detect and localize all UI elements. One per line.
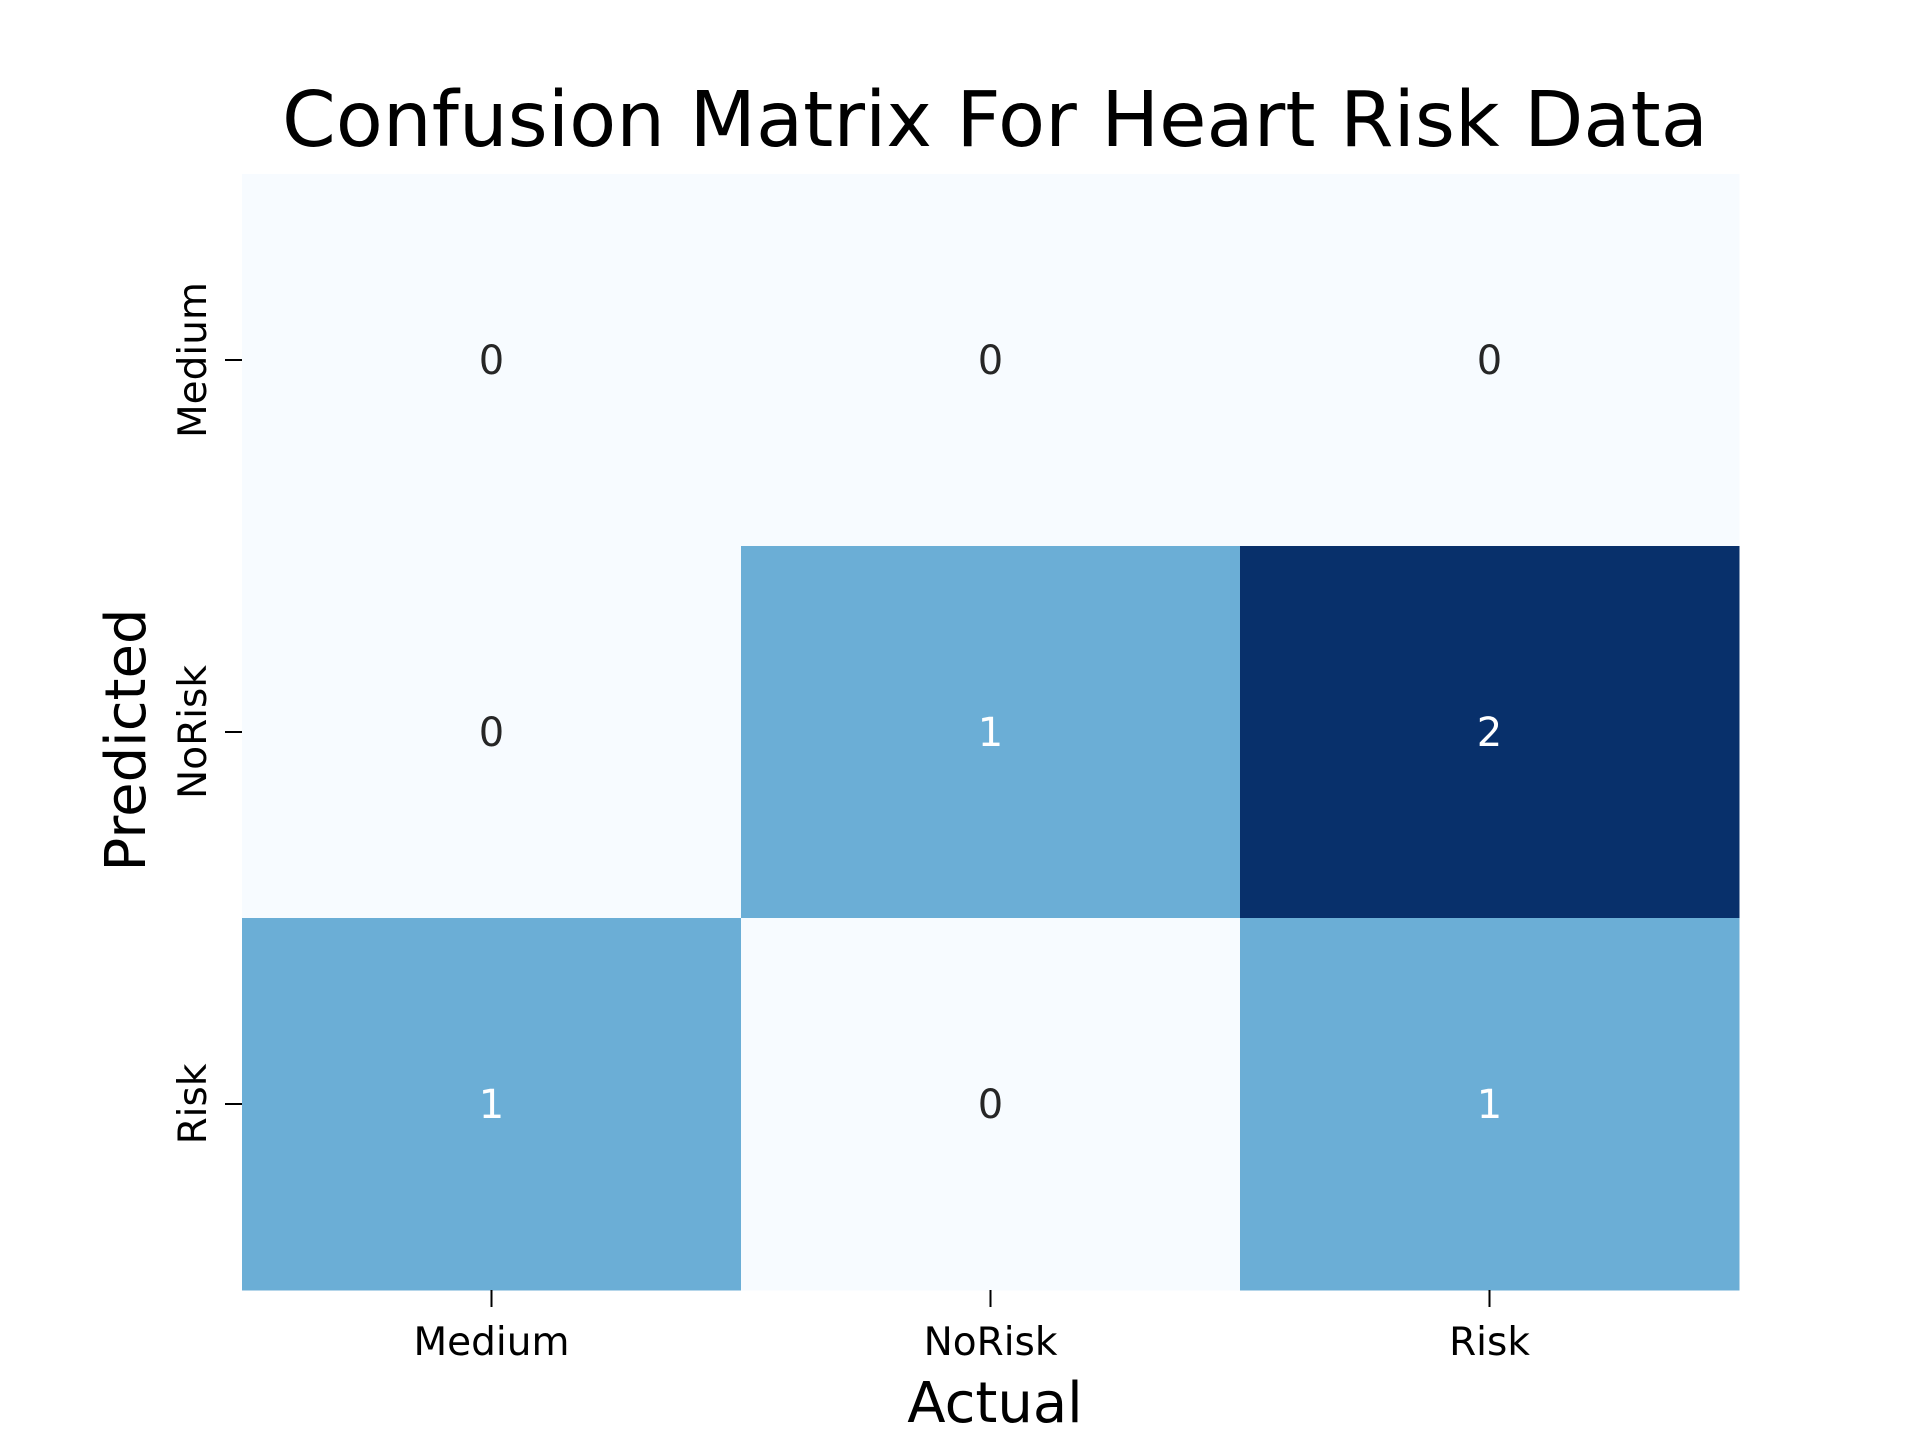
heatmap-cell-value: 1 <box>479 1082 504 1128</box>
heatmap-cell-value: 0 <box>479 710 504 756</box>
y-tick-label: Medium <box>171 282 216 438</box>
x-tick-label: Risk <box>1449 1320 1530 1365</box>
x-tick-label: Medium <box>414 1320 570 1365</box>
heatmap-cell <box>741 918 1241 1291</box>
heatmap-cell-value: 1 <box>978 710 1003 756</box>
heatmap-cell-value: 0 <box>479 338 504 384</box>
y-axis-label: Predicted <box>94 609 159 872</box>
heatmap-cell <box>242 918 742 1291</box>
x-axis-label: Actual <box>907 1371 1082 1436</box>
heatmap-cell <box>242 174 742 547</box>
heatmap-cells <box>242 174 1740 1291</box>
x-tick-label: NoRisk <box>924 1320 1058 1365</box>
heatmap-cell-value: 2 <box>1477 710 1502 756</box>
heatmap-cell <box>1240 918 1740 1291</box>
heatmap-cell-value: 0 <box>1477 338 1502 384</box>
heatmap-cell <box>242 546 742 919</box>
heatmap-cell <box>1240 174 1740 547</box>
y-tick-label: Risk <box>171 1063 216 1144</box>
heatmap-cell <box>1240 546 1740 919</box>
y-tick-label: NoRisk <box>171 665 216 799</box>
heatmap-cell <box>741 174 1241 547</box>
heatmap-cell-value: 0 <box>978 338 1003 384</box>
heatmap-cell-value: 1 <box>1477 1082 1502 1128</box>
chart-title: Confusion Matrix For Heart Risk Data <box>282 76 1708 165</box>
heatmap-cell <box>741 546 1241 919</box>
y-axis-ticks: Medium NoRisk Risk <box>171 282 242 1144</box>
x-axis-ticks: Medium NoRisk Risk <box>414 1290 1530 1365</box>
heatmap-cell-value: 0 <box>978 1082 1003 1128</box>
heatmap-cell-labels: 0 0 0 0 1 2 1 0 1 <box>479 338 1502 1128</box>
